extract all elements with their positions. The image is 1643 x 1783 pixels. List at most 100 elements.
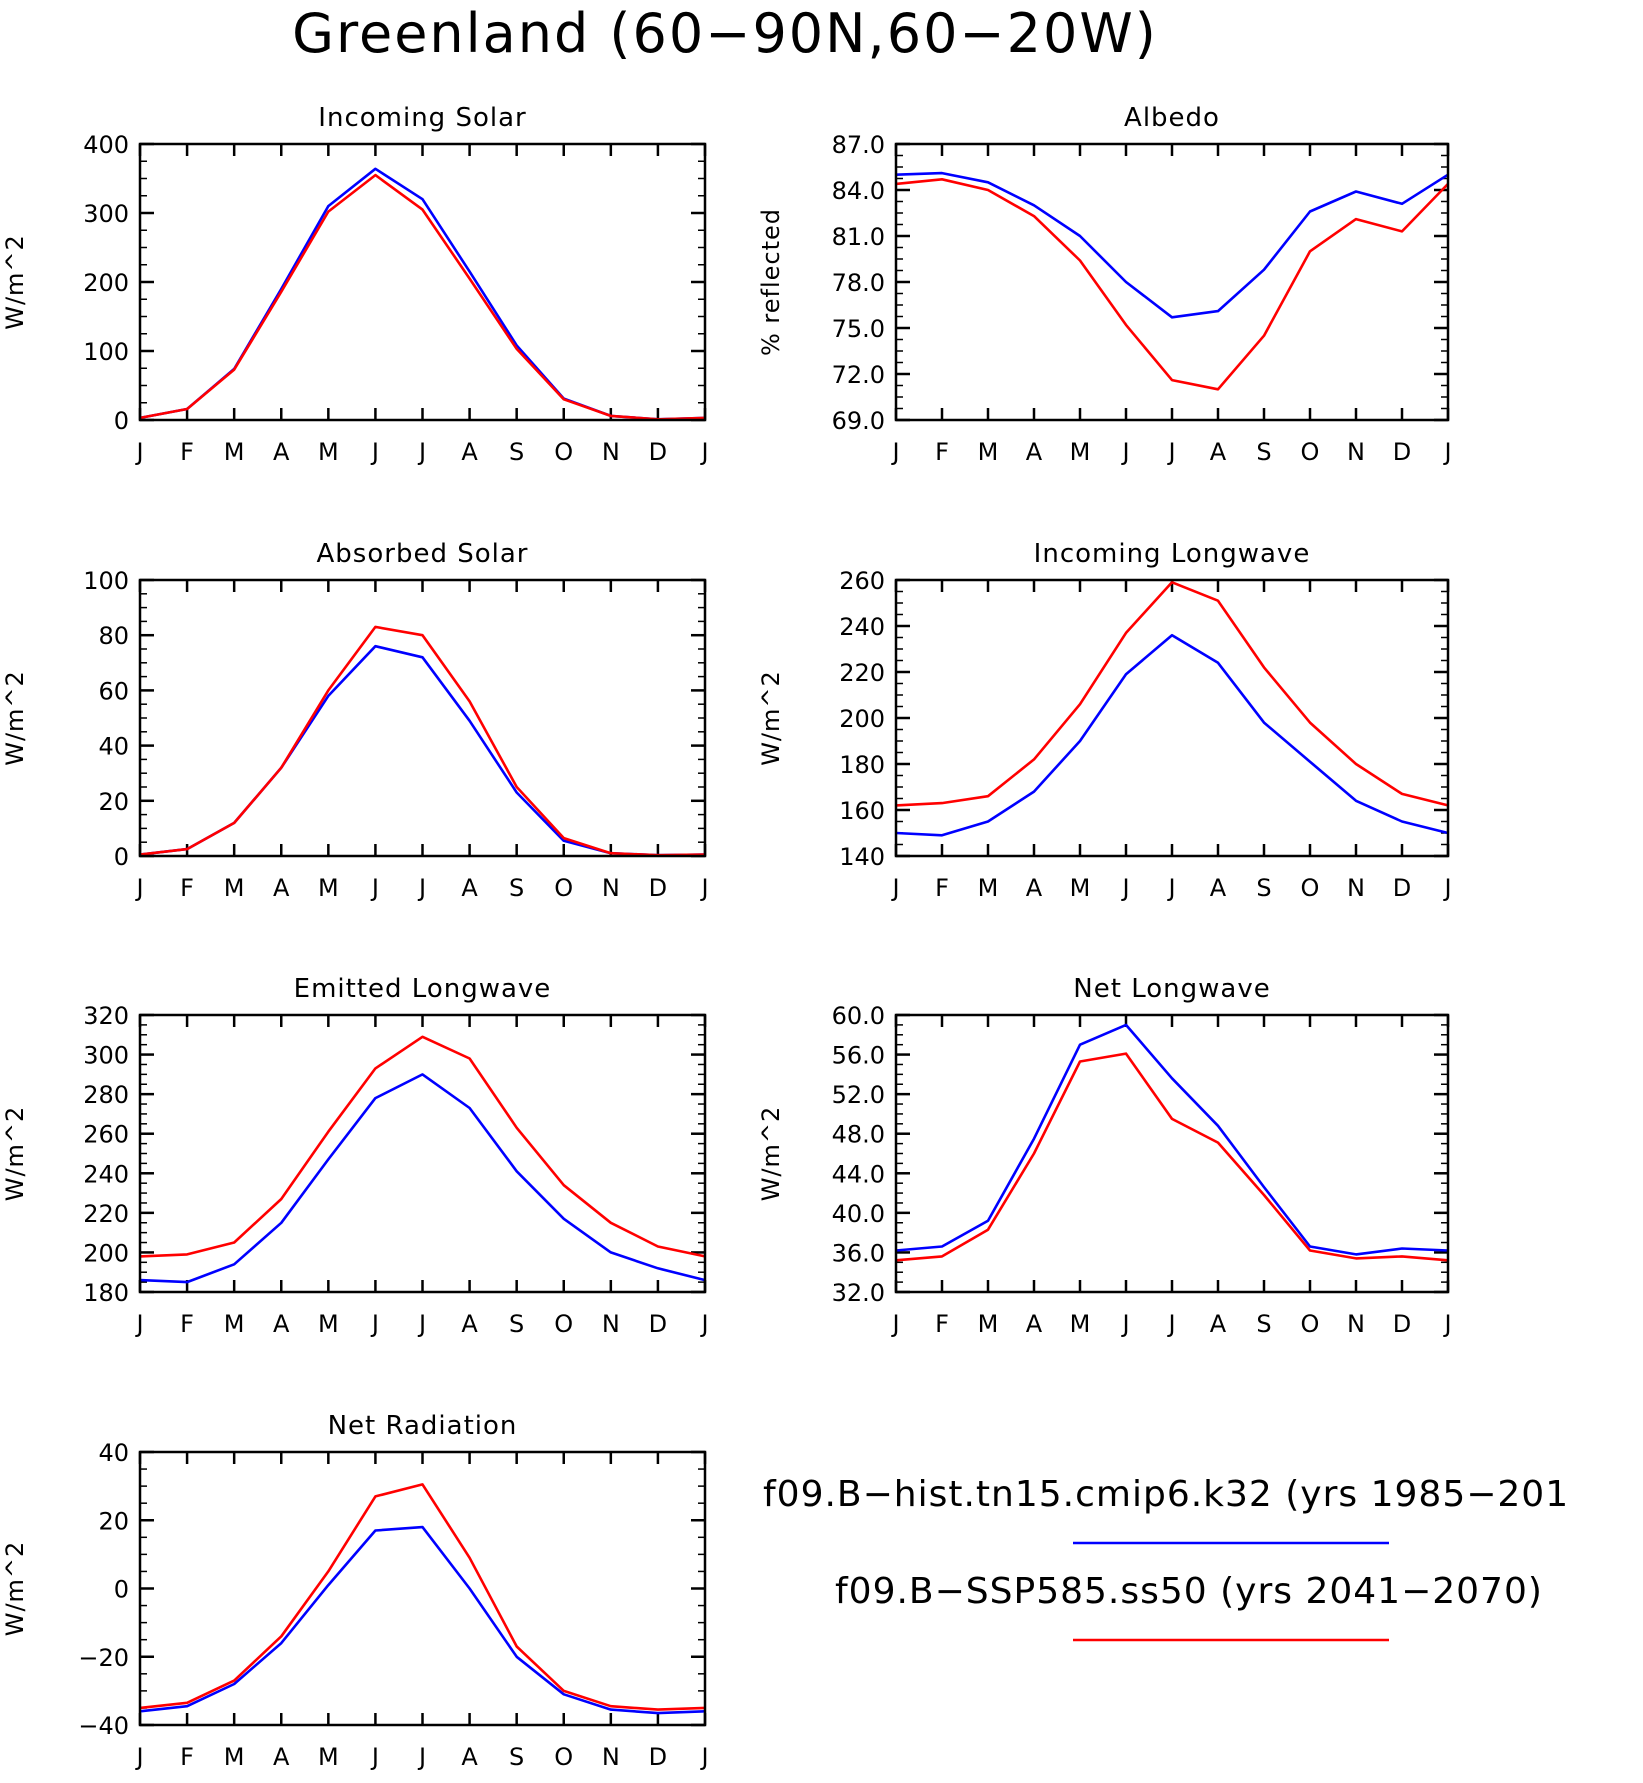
y-tick-label: 72.0 [832, 361, 885, 389]
y-tick-label: 240 [83, 1160, 129, 1188]
x-tick-label: F [180, 1743, 194, 1771]
y-axis-label-incoming-solar: W/m^2 [1, 234, 29, 330]
x-tick-label: J [1120, 438, 1129, 466]
y-tick-label: 220 [83, 1200, 129, 1228]
y-tick-label: 81.0 [832, 223, 885, 251]
x-tick-label: J [417, 874, 426, 902]
y-tick-label: 36.0 [832, 1239, 885, 1267]
panel-title-net-radiation: Net Radiation [328, 1411, 518, 1441]
y-tick-label: 300 [83, 200, 129, 228]
x-tick-label: A [273, 438, 290, 466]
y-tick-label: 220 [839, 659, 885, 687]
x-tick-label: J [134, 874, 143, 902]
x-tick-label: D [649, 438, 667, 466]
x-tick-label: M [978, 1310, 999, 1338]
y-tick-label: 260 [839, 567, 885, 595]
y-tick-label: 180 [83, 1279, 129, 1307]
y-tick-label: 69.0 [832, 407, 885, 435]
x-tick-label: N [1347, 1310, 1365, 1338]
figure-title: Greenland (60−90N,60−20W) [292, 2, 1158, 65]
x-tick-label: F [935, 874, 949, 902]
panel-title-albedo: Albedo [1124, 103, 1220, 133]
x-tick-label: J [1166, 1310, 1175, 1338]
x-tick-label: M [318, 438, 339, 466]
x-tick-label: M [1070, 1310, 1091, 1338]
y-tick-label: 100 [83, 567, 129, 595]
x-tick-label: A [1026, 874, 1043, 902]
x-tick-label: J [699, 438, 708, 466]
x-tick-label: F [935, 1310, 949, 1338]
y-tick-label: 200 [83, 269, 129, 297]
x-tick-label: A [273, 1310, 290, 1338]
y-tick-label: 56.0 [832, 1042, 885, 1070]
x-tick-label: J [370, 1743, 379, 1771]
x-tick-label: J [1442, 874, 1451, 902]
x-tick-label: O [554, 874, 573, 902]
plot-frame [894, 142, 1450, 422]
series-line-ssp [895, 580, 1449, 807]
x-tick-label: D [1393, 1310, 1411, 1338]
y-tick-label: −20 [78, 1644, 129, 1672]
panel-title-net-longwave: Net Longwave [1073, 974, 1270, 1004]
x-tick-label: J [134, 438, 143, 466]
x-tick-label: J [699, 874, 708, 902]
y-tick-label: 60 [98, 677, 129, 705]
y-tick-label: 40 [98, 1439, 129, 1467]
x-tick-label: D [649, 874, 667, 902]
y-tick-label: 160 [839, 797, 885, 825]
x-tick-label: D [649, 1310, 667, 1338]
plot-frame [138, 1450, 707, 1727]
y-tick-label: 78.0 [832, 269, 885, 297]
x-tick-label: N [1347, 874, 1365, 902]
panel-title-emitted-longwave: Emitted Longwave [294, 974, 552, 1004]
legend-label-ssp: f09.B−SSP585.ss50 (yrs 2041−2070) [835, 1571, 1543, 1612]
x-tick-label: J [417, 1743, 426, 1771]
x-tick-label: S [509, 1310, 524, 1338]
y-tick-label: 80 [98, 622, 129, 650]
x-tick-label: J [1166, 438, 1175, 466]
x-tick-label: J [1442, 438, 1451, 466]
x-tick-label: J [134, 1743, 143, 1771]
x-tick-label: M [224, 1743, 245, 1771]
y-tick-label: 260 [83, 1121, 129, 1149]
x-tick-label: S [1256, 438, 1271, 466]
x-tick-label: J [890, 874, 899, 902]
x-tick-label: N [602, 874, 620, 902]
x-tick-label: J [890, 438, 899, 466]
series-line-hist [139, 1073, 706, 1284]
y-tick-label: 0 [114, 843, 129, 871]
y-axis-label-emitted-longwave: W/m^2 [1, 1106, 29, 1202]
panel-title-absorbed-solar: Absorbed Solar [317, 539, 529, 569]
y-tick-label: 320 [83, 1002, 129, 1030]
plot-frame [138, 578, 707, 858]
panel-title-incoming-solar: Incoming Solar [318, 103, 526, 133]
x-tick-label: M [318, 1310, 339, 1338]
y-tick-label: 400 [83, 131, 129, 159]
x-tick-label: M [978, 874, 999, 902]
series-line-ssp [139, 1483, 706, 1711]
y-tick-label: 200 [839, 705, 885, 733]
x-tick-label: D [1393, 874, 1411, 902]
y-tick-label: 48.0 [832, 1121, 885, 1149]
x-tick-label: M [1070, 438, 1091, 466]
y-tick-label: 240 [839, 613, 885, 641]
y-tick-label: 180 [839, 751, 885, 779]
x-tick-label: S [509, 438, 524, 466]
y-tick-label: 40 [98, 733, 129, 761]
plot-frame [894, 578, 1450, 858]
y-tick-label: 300 [83, 1042, 129, 1070]
x-tick-label: M [1070, 874, 1091, 902]
y-tick-label: 84.0 [832, 177, 885, 205]
series-line-ssp [139, 1035, 706, 1258]
x-tick-label: A [1026, 1310, 1043, 1338]
series-line-hist [139, 1525, 706, 1715]
x-tick-label: A [461, 1310, 478, 1338]
x-tick-label: M [224, 438, 245, 466]
x-tick-label: O [1301, 1310, 1320, 1338]
x-tick-label: N [602, 1310, 620, 1338]
y-tick-label: 0 [114, 1576, 129, 1604]
x-tick-label: N [602, 438, 620, 466]
